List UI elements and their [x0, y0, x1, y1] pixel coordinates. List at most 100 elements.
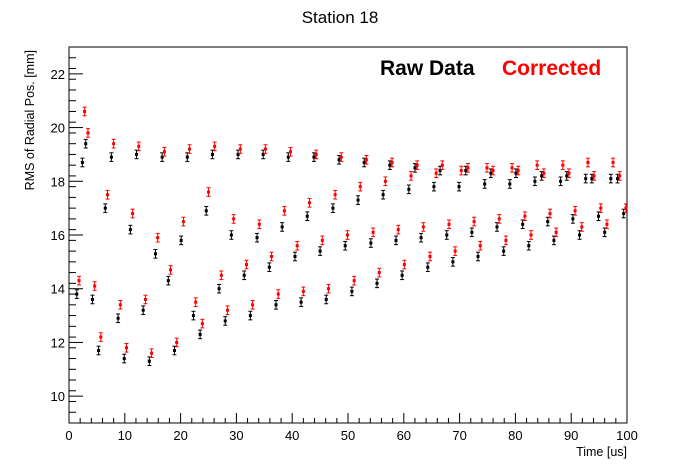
marker — [521, 222, 525, 226]
data-point — [238, 144, 243, 154]
data-point — [130, 208, 135, 219]
y-tick-label: 20 — [51, 121, 65, 136]
marker — [618, 174, 622, 178]
marker — [396, 228, 400, 232]
data-point — [314, 149, 319, 160]
marker — [508, 182, 512, 186]
marker — [191, 314, 195, 318]
data-point — [491, 165, 496, 176]
marker — [440, 163, 444, 167]
marker — [324, 297, 328, 301]
marker — [622, 212, 626, 216]
marker — [175, 340, 179, 344]
marker — [616, 177, 620, 181]
marker — [99, 335, 103, 339]
marker — [586, 160, 590, 164]
data-point — [450, 257, 455, 267]
marker — [495, 225, 499, 229]
data-point — [83, 138, 88, 149]
y-tick-label: 14 — [51, 282, 65, 297]
marker — [573, 209, 577, 213]
marker — [402, 263, 406, 267]
x-axis-label: Time [us] — [576, 445, 627, 459]
data-point — [589, 173, 594, 184]
data-point — [98, 332, 103, 342]
data-point — [128, 224, 133, 235]
data-point — [111, 138, 116, 149]
marker — [153, 252, 157, 256]
marker — [559, 179, 563, 183]
data-point — [421, 222, 426, 232]
marker — [150, 351, 154, 355]
data-point — [295, 240, 300, 251]
marker — [470, 230, 474, 234]
plot-area: 0 10 20 30 40 50 60 70 80 90 100 10 12 14 16 18 20 22 — [51, 46, 638, 443]
data-point — [453, 246, 458, 256]
data-point — [92, 281, 97, 291]
data-point — [532, 176, 537, 187]
x-tick-label: 0 — [65, 428, 72, 443]
marker — [426, 265, 430, 269]
x-tick-label: 100 — [616, 428, 638, 443]
data-point — [143, 294, 148, 305]
marker — [156, 236, 160, 240]
marker — [124, 346, 128, 350]
marker — [352, 279, 356, 283]
data-point — [428, 251, 433, 262]
x-tick-label: 40 — [285, 428, 299, 443]
data-point — [585, 157, 590, 168]
series-raw-data — [74, 138, 626, 367]
data-point — [510, 163, 515, 173]
legend-entry-raw-data: Raw Data — [380, 57, 475, 80]
data-point — [472, 216, 477, 227]
marker — [502, 249, 506, 253]
marker — [345, 233, 349, 237]
marker — [147, 359, 151, 363]
marker — [350, 289, 354, 293]
data-point — [387, 160, 392, 170]
marker — [415, 163, 419, 167]
data-point — [381, 189, 386, 200]
marker — [143, 297, 147, 301]
x-tick-label: 80 — [508, 428, 522, 443]
data-point — [617, 171, 622, 181]
data-point — [371, 227, 376, 238]
data-point — [282, 206, 287, 216]
data-point — [592, 171, 597, 181]
marker — [390, 160, 394, 164]
data-point — [412, 163, 417, 173]
marker — [244, 263, 248, 267]
data-point — [174, 337, 179, 348]
marker — [407, 187, 411, 191]
marker — [251, 303, 255, 307]
marker — [200, 322, 204, 326]
legend: Raw Data Corrected — [380, 57, 601, 80]
data-point — [623, 203, 628, 213]
data-point — [577, 230, 582, 240]
marker — [592, 174, 596, 178]
data-point — [488, 168, 493, 179]
data-point — [250, 300, 255, 310]
marker — [504, 238, 508, 242]
data-point — [269, 251, 274, 262]
data-point — [204, 206, 209, 216]
data-point — [96, 345, 101, 356]
data-point — [191, 310, 196, 321]
data-point — [539, 171, 544, 181]
marker — [421, 225, 425, 229]
x-tick-label: 90 — [564, 428, 578, 443]
marker — [295, 244, 299, 248]
marker — [80, 160, 84, 164]
marker — [137, 144, 141, 148]
y-tick-label: 12 — [51, 335, 65, 350]
data-point — [147, 356, 152, 367]
data-point — [415, 160, 420, 170]
marker — [445, 233, 449, 237]
marker — [307, 201, 311, 205]
marker — [274, 303, 278, 307]
marker — [286, 155, 290, 159]
x-tick-label: 70 — [452, 428, 466, 443]
data-point — [513, 168, 518, 179]
data-point — [118, 300, 123, 310]
marker — [90, 297, 94, 301]
